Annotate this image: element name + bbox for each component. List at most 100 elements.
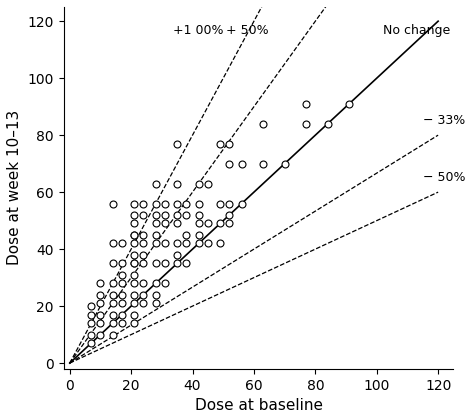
Point <box>118 240 126 247</box>
Point <box>226 220 233 227</box>
Point <box>226 140 233 147</box>
Point <box>130 252 138 258</box>
Point <box>238 160 246 167</box>
Point <box>152 180 159 187</box>
Text: − 33%: − 33% <box>423 114 465 127</box>
Point <box>346 100 353 107</box>
Point <box>87 340 95 346</box>
Point <box>173 140 181 147</box>
Point <box>302 100 310 107</box>
Point <box>216 240 224 247</box>
Point <box>182 200 190 207</box>
Point <box>302 121 310 127</box>
Point <box>152 280 159 287</box>
Point <box>152 260 159 267</box>
Point <box>161 260 169 267</box>
Y-axis label: Dose at week 10–13: Dose at week 10–13 <box>7 110 22 265</box>
Point <box>97 311 104 318</box>
Point <box>195 231 202 238</box>
Point <box>97 291 104 298</box>
Point <box>216 200 224 207</box>
Point <box>130 271 138 278</box>
Point <box>140 240 147 247</box>
Point <box>130 300 138 307</box>
Point <box>130 220 138 227</box>
Point <box>226 160 233 167</box>
Point <box>109 200 117 207</box>
Point <box>130 240 138 247</box>
Point <box>130 320 138 327</box>
Point <box>204 220 212 227</box>
Text: + 50%: + 50% <box>227 24 269 37</box>
Point <box>109 300 117 307</box>
Point <box>161 212 169 218</box>
Point <box>324 121 331 127</box>
Point <box>152 240 159 247</box>
Point <box>118 291 126 298</box>
Point <box>161 280 169 287</box>
Point <box>182 212 190 218</box>
X-axis label: Dose at baseline: Dose at baseline <box>194 398 322 413</box>
Point <box>195 220 202 227</box>
Point <box>216 220 224 227</box>
Point <box>195 212 202 218</box>
Point <box>161 200 169 207</box>
Point <box>195 180 202 187</box>
Point <box>97 280 104 287</box>
Point <box>130 231 138 238</box>
Point <box>109 311 117 318</box>
Point <box>87 320 95 327</box>
Point <box>140 260 147 267</box>
Point <box>182 240 190 247</box>
Point <box>182 260 190 267</box>
Point <box>140 231 147 238</box>
Point <box>173 252 181 258</box>
Point <box>118 280 126 287</box>
Point <box>173 260 181 267</box>
Point <box>109 320 117 327</box>
Point <box>109 260 117 267</box>
Point <box>152 300 159 307</box>
Point <box>118 311 126 318</box>
Point <box>152 231 159 238</box>
Point <box>130 260 138 267</box>
Point <box>173 220 181 227</box>
Point <box>173 212 181 218</box>
Point <box>109 291 117 298</box>
Point <box>195 240 202 247</box>
Point <box>238 200 246 207</box>
Point <box>118 260 126 267</box>
Point <box>87 311 95 318</box>
Point <box>226 200 233 207</box>
Point <box>161 240 169 247</box>
Point <box>173 200 181 207</box>
Point <box>204 180 212 187</box>
Point <box>87 331 95 338</box>
Point <box>259 121 267 127</box>
Point <box>152 200 159 207</box>
Point <box>140 252 147 258</box>
Point <box>226 212 233 218</box>
Point <box>130 291 138 298</box>
Point <box>152 220 159 227</box>
Point <box>161 220 169 227</box>
Point <box>130 311 138 318</box>
Point <box>118 300 126 307</box>
Text: No change: No change <box>383 24 450 37</box>
Point <box>118 271 126 278</box>
Point <box>140 280 147 287</box>
Point <box>130 260 138 267</box>
Point <box>109 280 117 287</box>
Point <box>259 160 267 167</box>
Text: − 50%: − 50% <box>423 171 465 184</box>
Point <box>216 140 224 147</box>
Point <box>182 231 190 238</box>
Point <box>152 291 159 298</box>
Point <box>130 212 138 218</box>
Point <box>204 240 212 247</box>
Point <box>118 320 126 327</box>
Point <box>173 180 181 187</box>
Point <box>109 240 117 247</box>
Point <box>281 160 288 167</box>
Point <box>140 200 147 207</box>
